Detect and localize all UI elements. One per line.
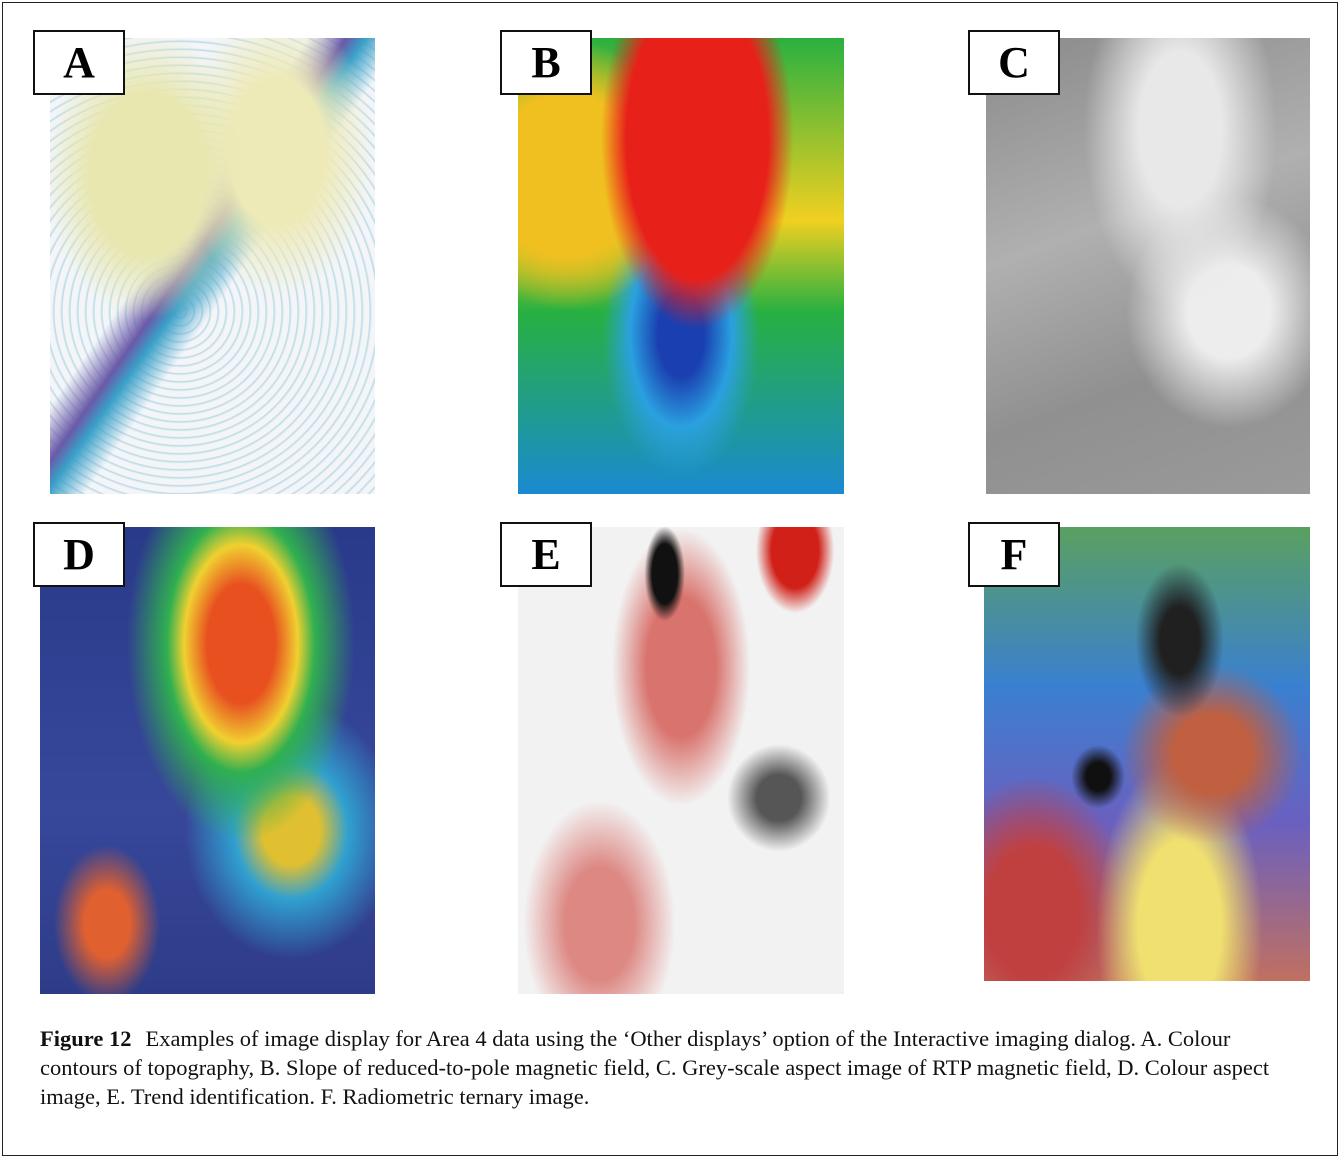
panel-label: E — [500, 522, 592, 587]
panel-label: D — [33, 522, 125, 587]
panel-label: A — [33, 30, 125, 95]
page: A B C D E F Figure 12Examples of image d… — [0, 0, 1344, 1160]
caption-label: Figure 12 — [40, 1026, 131, 1051]
panel-label: C — [968, 30, 1060, 95]
panel-label: B — [500, 30, 592, 95]
panel-image — [50, 38, 375, 494]
caption-text: Examples of image display for Area 4 dat… — [40, 1026, 1269, 1109]
panel-label: F — [968, 522, 1060, 587]
panel-image — [986, 38, 1310, 494]
panel-image — [518, 527, 844, 994]
panel-image — [518, 38, 844, 494]
panel-image — [40, 527, 375, 994]
panel-image — [984, 527, 1310, 981]
